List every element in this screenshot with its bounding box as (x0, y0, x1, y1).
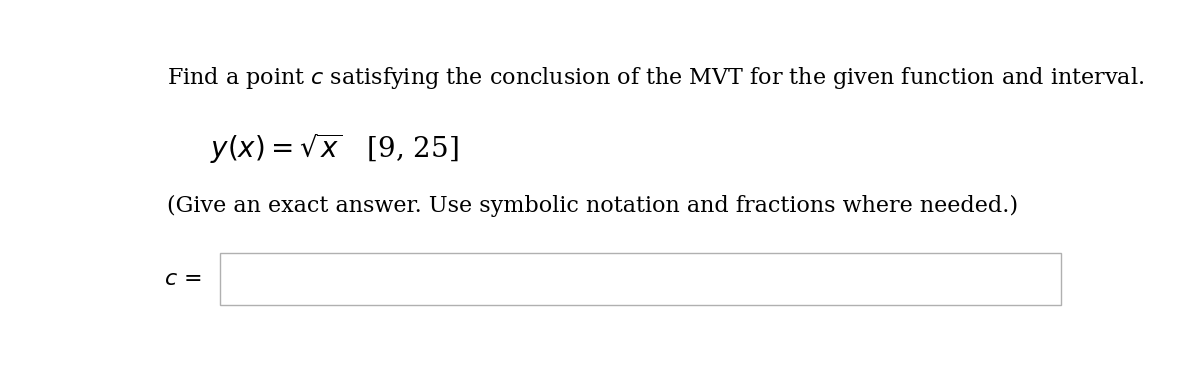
Text: $c$ =: $c$ = (164, 268, 202, 290)
FancyBboxPatch shape (220, 253, 1062, 305)
Text: $y(x) = \sqrt{x}$   [9, 25]: $y(x) = \sqrt{x}$ [9, 25] (210, 132, 460, 166)
Text: (Give an exact answer. Use symbolic notation and fractions where needed.): (Give an exact answer. Use symbolic nota… (167, 195, 1018, 217)
Text: Find a point $c$ satisfying the conclusion of the MVT for the given function and: Find a point $c$ satisfying the conclusi… (167, 65, 1144, 91)
